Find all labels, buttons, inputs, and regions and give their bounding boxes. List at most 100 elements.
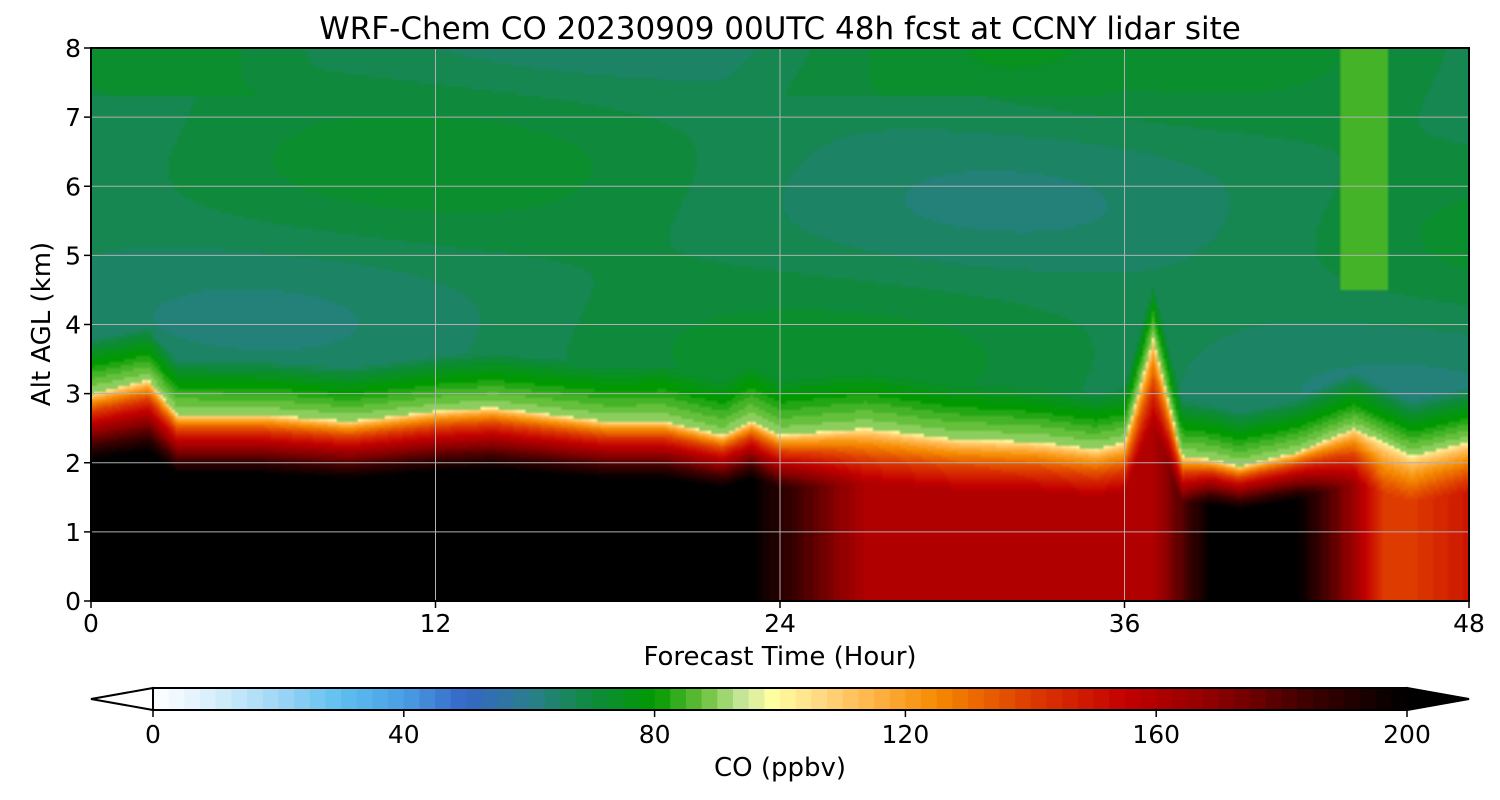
colorbar-frame xyxy=(152,687,1408,711)
colorbar-band xyxy=(1062,688,1079,710)
colorbar-band xyxy=(1077,688,1095,710)
y-tick-label: 4 xyxy=(65,311,81,340)
colorbar-band xyxy=(544,688,562,710)
colorbar-band xyxy=(1109,688,1126,710)
colorbar-over-arrow xyxy=(1406,686,1470,712)
colorbar-band xyxy=(889,688,906,710)
colorbar-bands xyxy=(153,688,1408,710)
colorbar-band xyxy=(247,688,264,710)
colorbar-band xyxy=(184,688,201,710)
colorbar-band xyxy=(1124,688,1142,710)
colorbar-band xyxy=(513,688,530,710)
colorbar-band xyxy=(842,688,859,710)
colorbar-band xyxy=(591,688,609,710)
colorbar-tick-label: 40 xyxy=(388,720,420,749)
colorbar-tick-label: 0 xyxy=(145,720,161,749)
colorbar-band xyxy=(983,688,1001,710)
colorbar-band xyxy=(968,688,985,710)
colorbar-band xyxy=(1281,688,1298,710)
colorbar-label: CO (ppbv) xyxy=(714,753,846,783)
colorbar-band xyxy=(1391,688,1408,710)
x-tick-label: 24 xyxy=(764,609,796,638)
colorbar-band xyxy=(450,688,468,710)
plot-area xyxy=(90,47,1470,602)
colorbar-band xyxy=(435,688,452,710)
y-tick-label: 3 xyxy=(65,380,81,409)
colorbar-band xyxy=(403,688,421,710)
colorbar-band xyxy=(827,688,844,710)
colorbar-band xyxy=(278,688,295,710)
colorbar-band xyxy=(262,688,279,710)
colorbar-band xyxy=(1234,688,1251,710)
colorbar-band xyxy=(168,688,185,710)
x-tick-label: 12 xyxy=(420,609,452,638)
colorbar-band xyxy=(905,688,922,710)
colorbar: 0 40 80 120 160 200 CO (ppbv) xyxy=(90,686,1470,783)
y-tick-label: 6 xyxy=(65,172,81,201)
colorbar-band xyxy=(1140,688,1157,710)
colorbar-band xyxy=(215,688,232,710)
colorbar-band xyxy=(748,688,765,710)
colorbar-band xyxy=(638,688,656,710)
colorbar-band xyxy=(1187,688,1204,710)
colorbar-band xyxy=(1265,688,1283,710)
colorbar-band xyxy=(466,688,483,710)
colorbar-band xyxy=(356,688,374,710)
colorbar-band xyxy=(936,688,954,710)
colorbar-band xyxy=(764,688,781,710)
colorbar-band xyxy=(372,688,389,710)
colorbar-band xyxy=(325,688,342,710)
colorbar-band xyxy=(999,688,1016,710)
colorbar-band xyxy=(717,688,734,710)
colorbar-under-arrow xyxy=(90,686,154,712)
colorbar-band xyxy=(341,688,358,710)
colorbar-band xyxy=(1375,688,1392,710)
colorbar-band xyxy=(701,688,718,710)
colorbar-band xyxy=(153,688,170,710)
colorbar-band xyxy=(1203,688,1220,710)
colorbar-band xyxy=(497,688,515,710)
colorbar-band xyxy=(1156,688,1173,710)
colorbar-band xyxy=(1093,688,1110,710)
colorbar-band xyxy=(623,688,640,710)
colorbar-band xyxy=(560,688,577,710)
colorbar-tick-label: 160 xyxy=(1132,720,1180,749)
colorbar-ticks: 0 40 80 120 160 200 xyxy=(145,710,1431,749)
colorbar-tick-label: 80 xyxy=(639,720,671,749)
colorbar-band xyxy=(1312,688,1330,710)
x-axis: 0 12 24 36 48 xyxy=(83,601,1485,638)
colorbar-band xyxy=(1328,688,1345,710)
y-axis-label: Alt AGL (km) xyxy=(27,242,57,406)
colorbar-band xyxy=(419,688,436,710)
colorbar-band xyxy=(654,688,671,710)
colorbar-band xyxy=(294,688,311,710)
colorbar-band xyxy=(607,688,624,710)
y-tick-label: 7 xyxy=(65,103,81,132)
colorbar-band xyxy=(670,688,687,710)
colorbar-band xyxy=(388,688,405,710)
colorbar-band xyxy=(1015,688,1032,710)
colorbar-tick-label: 200 xyxy=(1383,720,1431,749)
colorbar-band xyxy=(1171,688,1189,710)
y-tick-label: 2 xyxy=(65,449,81,478)
y-tick-label: 8 xyxy=(65,34,81,63)
y-axis: 0 1 2 3 4 5 6 7 8 xyxy=(65,34,91,616)
colorbar-band xyxy=(309,688,327,710)
y-tick-label: 0 xyxy=(65,587,81,616)
colorbar-band xyxy=(685,688,703,710)
colorbar-band xyxy=(1250,688,1267,710)
colorbar-band xyxy=(576,688,593,710)
chart-title: WRF-Chem CO 20230909 00UTC 48h fcst at C… xyxy=(319,11,1241,47)
colorbar-band xyxy=(732,688,750,710)
colorbar-band xyxy=(529,688,546,710)
colorbar-band xyxy=(1046,688,1063,710)
colorbar-band xyxy=(795,688,812,710)
colorbar-band xyxy=(1359,688,1377,710)
colorbar-band xyxy=(780,688,797,710)
colorbar-band xyxy=(1030,688,1048,710)
colorbar-band xyxy=(952,688,969,710)
colorbar-band xyxy=(858,688,875,710)
colorbar-band xyxy=(874,688,891,710)
x-tick-label: 0 xyxy=(83,609,99,638)
colorbar-band xyxy=(482,688,499,710)
